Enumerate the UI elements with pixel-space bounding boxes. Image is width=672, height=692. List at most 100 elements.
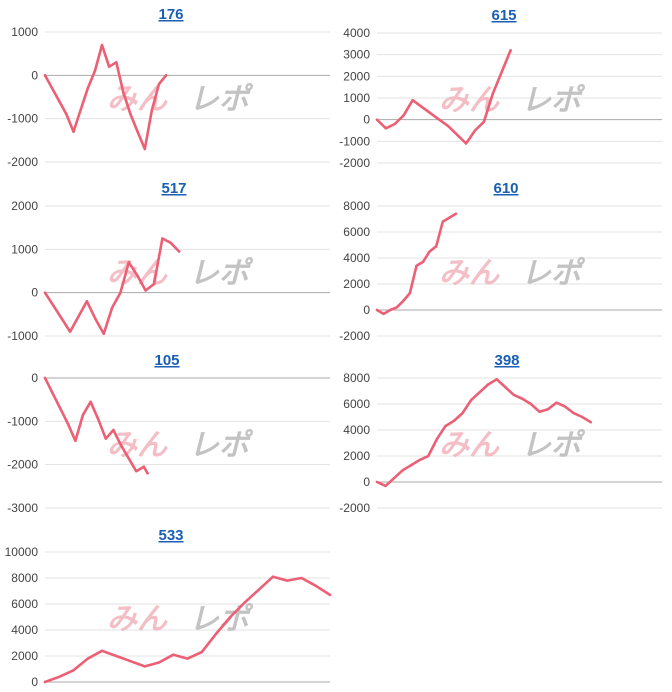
y-tick-label: 0 [31,371,38,385]
data-point [500,70,503,74]
y-tick-label: 2000 [11,199,38,213]
y-tick-label: -1000 [7,112,38,126]
data-point [229,615,232,619]
data-point [72,130,75,133]
chart-title-link[interactable]: 517 [161,180,186,197]
chart-panel-610: 610 -2000 0 2000 4000 6000 8000 みん レポ [339,180,662,343]
data-point [119,443,123,447]
data-point [428,250,431,253]
data-point [438,118,441,121]
data-point [418,458,421,462]
y-tick-label: 2000 [343,277,370,291]
data-point [504,385,507,389]
data-point [127,261,131,264]
y-tick-label: 1000 [11,242,38,256]
data-point [382,312,385,316]
data-point [393,122,397,126]
data-point [408,291,412,295]
data-point [186,657,189,660]
data-point [427,454,430,458]
data-point [100,649,104,652]
data-point [52,304,55,307]
data-point [214,632,218,636]
data-point [495,378,498,381]
data-point [144,289,147,292]
data-point [388,308,392,312]
data-point [473,129,477,132]
data-point [129,113,132,116]
y-tick-label: 6000 [11,597,38,611]
data-point [143,665,146,668]
data-point [51,391,54,395]
data-point [286,579,289,582]
data-point [143,147,146,151]
y-tick-label: 4000 [11,623,38,637]
data-point [172,653,175,656]
data-point [546,408,550,411]
data-point [461,411,464,415]
data-point [421,260,425,264]
data-point [491,92,494,95]
y-tick-label: -2000 [339,329,370,343]
data-point [104,437,108,440]
y-tick-label: 0 [363,113,370,127]
data-point [454,212,458,215]
data-point [66,422,70,425]
data-point [79,108,82,112]
data-point [469,398,473,402]
chart-title-link[interactable]: 105 [154,352,179,369]
data-point [50,87,54,90]
data-point [581,415,584,419]
y-tick-label: -2000 [7,155,38,169]
y-tick-label: 6000 [343,225,370,239]
chart-title-link[interactable]: 176 [158,6,183,23]
y-tick-label: 0 [363,303,370,317]
watermark-logo: レポ [189,428,254,463]
y-tick-label: -2000 [339,501,370,515]
y-tick-label: 8000 [343,199,370,213]
series-line [43,575,332,684]
data-point [257,588,260,591]
data-point [300,576,303,580]
data-point [271,575,275,578]
data-point [435,437,439,441]
data-point [135,469,138,473]
y-tick-label: 2000 [343,449,370,463]
chart-title-link[interactable]: 398 [494,352,519,369]
data-point [555,401,558,404]
data-point [107,65,111,68]
data-point [444,424,447,428]
data-point [119,291,122,294]
data-point [72,669,75,672]
data-point [434,245,438,248]
data-point [384,127,388,130]
chart-title-link[interactable]: 610 [493,180,518,197]
watermark-logo: レポ [521,83,586,118]
data-point [89,400,92,404]
data-point [441,220,444,223]
data-point [455,133,459,137]
y-tick-label: -3000 [7,501,38,515]
series-line [43,43,168,151]
data-point [464,142,468,145]
watermark-logo: みん [107,602,168,637]
data-point [43,376,47,380]
data-point [58,100,61,103]
watermark-logo: みん [439,428,500,463]
data-point [127,456,130,460]
y-tick-label: 4000 [343,26,370,40]
data-point [482,120,486,124]
y-tick-label: 2000 [11,649,38,663]
chart-title-link[interactable]: 615 [491,7,516,24]
data-point [93,69,97,73]
chart-title-link[interactable]: 533 [158,527,183,544]
data-point [447,124,450,128]
y-tick-label: -1000 [339,134,370,148]
watermark-logo: レポ [189,82,254,117]
data-point [392,476,396,480]
data-point [136,130,139,133]
data-point [200,650,203,654]
chart-panel-105: 105 -3000 -2000 -1000 0 みん レポ [7,352,330,515]
data-point [129,660,132,663]
